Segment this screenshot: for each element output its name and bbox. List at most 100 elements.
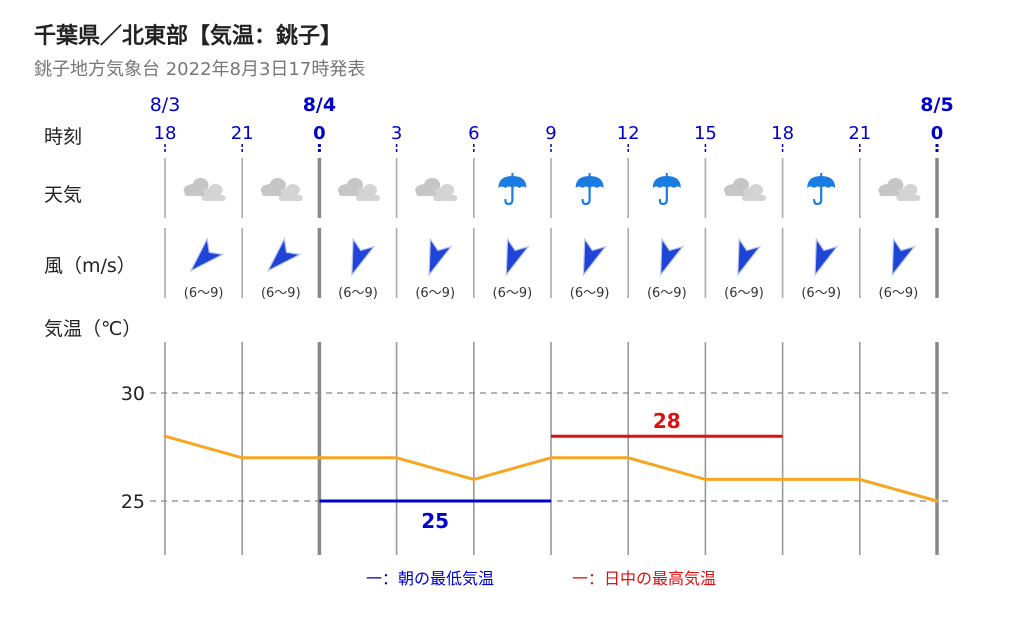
wind-speed-label: (6～9) [261, 286, 301, 301]
cloud-part [887, 178, 904, 192]
wind-arrow-shape [659, 237, 685, 277]
row-label-wind: 風（m/s） [44, 255, 136, 277]
hour-label: 21 [231, 123, 254, 144]
hour-label: 3 [391, 123, 402, 144]
hour-label: 15 [694, 123, 717, 144]
hour-label: 0 [313, 123, 326, 144]
cloud-part [433, 195, 458, 201]
wind-arrow-shape [351, 237, 376, 277]
cloud-icon [415, 178, 458, 201]
date-label: 8/4 [303, 94, 336, 116]
wind-speed-label: (6～9) [338, 286, 378, 301]
min-temp-label: 25 [421, 509, 449, 533]
page-title: 千葉県／北東部【気温：銚子】 [34, 24, 343, 49]
wind-arrow-icon [814, 237, 839, 277]
row-label-time: 時刻 [44, 126, 83, 148]
date-label: 8/3 [150, 94, 181, 116]
temperature-point [240, 456, 244, 460]
cloud-part [424, 178, 441, 192]
wind-arrow-shape [266, 236, 302, 273]
temperature-point [626, 456, 630, 460]
hour-label: 0 [931, 123, 944, 144]
wind-speed-label: (6～9) [724, 286, 764, 301]
wind-arrow-icon [659, 237, 685, 277]
row-label-weather: 天気 [44, 184, 83, 206]
row-label-temperature: 気温（℃） [44, 318, 142, 340]
cloud-part [192, 178, 209, 192]
cloud-part [416, 191, 437, 196]
wind-speed-label: (6～9) [184, 286, 224, 301]
temperature-point [163, 434, 167, 438]
cloud-part [201, 195, 226, 201]
umbrella-handle [658, 175, 668, 206]
wind-arrow-icon [351, 237, 376, 277]
umbrella-handle [813, 175, 823, 206]
wind-arrow-icon [505, 237, 530, 277]
cloud-part [725, 191, 745, 196]
cloud-icon [260, 178, 303, 201]
cloud-part [896, 195, 921, 201]
y-tick-label: 25 [121, 491, 145, 513]
max-temp-label: 28 [653, 409, 681, 433]
wind-arrow-icon [891, 237, 916, 277]
wind-speed-label: (6～9) [415, 286, 455, 301]
cloud-part [903, 184, 918, 196]
umbrella-handle [504, 175, 514, 206]
wind-arrow-shape [814, 237, 839, 277]
cloud-part [184, 191, 205, 196]
wind-arrow-shape [582, 237, 608, 277]
umbrella-icon [575, 173, 604, 206]
wind-arrow-icon [266, 236, 302, 273]
cloud-part [278, 195, 303, 201]
wind-speed-label: (6～9) [647, 286, 687, 301]
temperature-point [395, 456, 399, 460]
cloud-part [879, 191, 900, 196]
hour-label: 6 [468, 123, 479, 144]
wind-arrow-icon [189, 236, 225, 273]
cloud-part [208, 184, 223, 196]
cloud-part [733, 178, 749, 192]
cloud-part [347, 178, 363, 192]
cloud-part [285, 184, 300, 196]
temperature-point [472, 477, 476, 481]
cloud-part [440, 184, 455, 196]
umbrella-icon [807, 173, 836, 206]
temperature-point [781, 477, 785, 481]
cloud-part [749, 184, 763, 196]
wind-arrow-shape [891, 237, 916, 277]
hour-label: 9 [545, 123, 556, 144]
wind-arrow-shape [189, 236, 225, 273]
cloud-part [742, 195, 766, 201]
cloud-part [363, 184, 377, 196]
legend-min-temp: 一：朝の最低気温 [366, 569, 495, 588]
temperature-point [858, 477, 862, 481]
legend-max-temp: 一：日中の最高気温 [572, 569, 717, 588]
temperature-point [549, 456, 553, 460]
wind-speed-label: (6～9) [801, 286, 841, 301]
wind-speed-label: (6～9) [570, 286, 610, 301]
umbrella-icon [652, 173, 681, 206]
cloud-part [261, 191, 282, 196]
cloud-icon [338, 178, 380, 201]
page-subtitle: 銚子地方気象台 2022年8月3日17時発表 [34, 59, 366, 80]
hour-label: 18 [771, 123, 794, 144]
cloud-icon [878, 178, 921, 201]
wind-arrow-icon [737, 237, 762, 277]
wind-speed-label: (6～9) [879, 286, 919, 301]
y-tick-label: 30 [121, 383, 145, 405]
cloud-part [339, 191, 359, 196]
cloud-icon [724, 178, 766, 201]
wind-arrow-icon [428, 237, 453, 277]
wind-arrow-shape [505, 237, 530, 277]
temperature-point [703, 477, 707, 481]
umbrella-icon [498, 173, 527, 206]
temperature-point [317, 456, 321, 460]
hour-label: 12 [617, 123, 640, 144]
wind-arrow-shape [737, 237, 762, 277]
hour-label: 18 [154, 123, 177, 144]
hour-label: 21 [848, 123, 871, 144]
umbrella-handle [581, 175, 591, 206]
temperature-point [935, 499, 939, 503]
wind-speed-label: (6～9) [493, 286, 533, 301]
